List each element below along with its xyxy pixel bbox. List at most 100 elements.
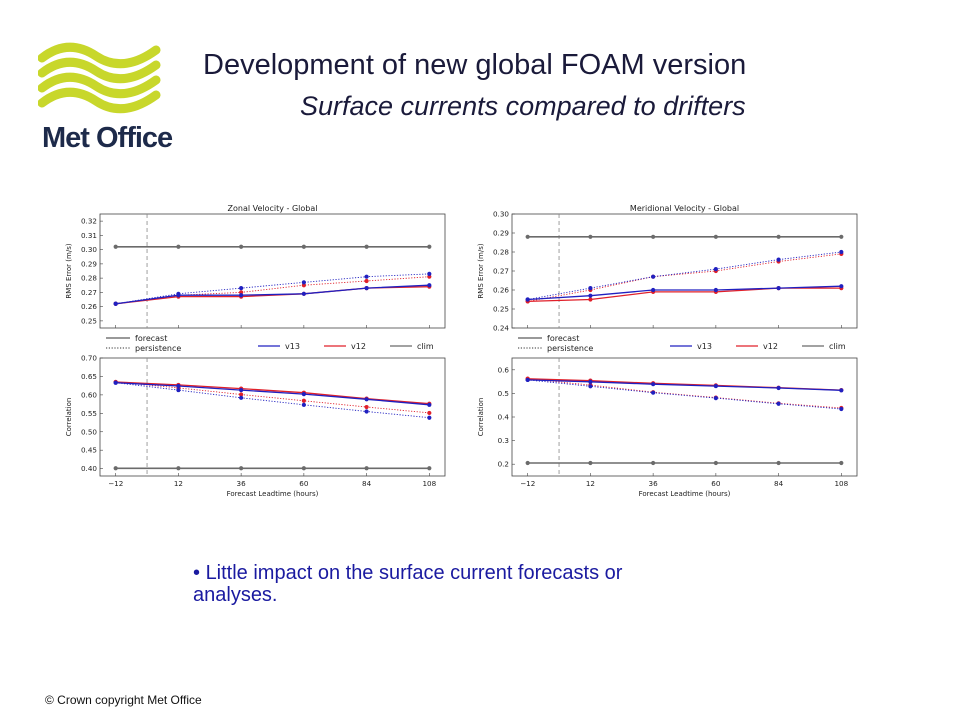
- corr-ytick-label: 0.65: [81, 372, 97, 381]
- corr-point-v12-persistence: [239, 392, 244, 397]
- corr-series-v13-persistence: [115, 382, 430, 419]
- x-axis-label: Forecast Leadtime (hours): [227, 490, 319, 498]
- rms-plot: 0.25 0.26 0.27 0.28 0.29 0.30 0.31 0.32 RMS Erro…: [65, 213, 446, 329]
- corr-point-v13-forecast: [776, 385, 781, 391]
- corr-point-clim-forecast: [776, 460, 781, 466]
- rms-point-v13-persistence: [301, 280, 306, 285]
- corr-point-clim-forecast: [364, 466, 369, 471]
- rms-point-v13-forecast: [713, 287, 718, 293]
- x-tick-label: 12: [586, 479, 595, 488]
- corr-point-v13-persistence: [525, 377, 530, 383]
- x-tick-label: 84: [774, 479, 784, 488]
- legend-label-v13: v13: [285, 342, 300, 351]
- corr-point-clim-forecast: [651, 460, 656, 466]
- rms-ytick-label: 0.30: [81, 245, 97, 254]
- rms-point-clim-forecast: [176, 244, 181, 249]
- corr-point-v13-forecast: [239, 387, 244, 393]
- corr-point-v12-persistence: [301, 398, 306, 403]
- rms-point-v13-persistence: [176, 291, 181, 296]
- corr-ytick-label: 0.3: [498, 436, 509, 445]
- legend-label-v12: v12: [351, 342, 366, 351]
- rms-point-v12-forecast: [588, 297, 593, 302]
- rms-point-clim-forecast: [651, 234, 656, 239]
- rms-point-clim-forecast: [839, 234, 844, 239]
- corr-point-clim-forecast: [239, 466, 244, 471]
- rms-series-v12-persistence: [115, 276, 430, 305]
- corr-ytick-label: 0.4: [498, 413, 510, 422]
- logo-wave-1: [38, 57, 161, 84]
- corr-point-v13-forecast: [176, 383, 181, 389]
- rms-ytick-label: 0.26: [493, 286, 509, 295]
- x-tick-label: −12: [520, 479, 535, 488]
- x-tick-label: 12: [174, 479, 183, 488]
- rms-ytick-label: 0.32: [81, 217, 97, 226]
- legend-label-forecast: forecast: [547, 334, 579, 343]
- x-tick-label: 60: [711, 479, 721, 488]
- x-tick-label: 108: [834, 479, 848, 488]
- corr-point-v13-persistence: [839, 406, 844, 412]
- corr-ytick-label: 0.40: [81, 464, 97, 473]
- legend-label-forecast: forecast: [135, 334, 167, 343]
- corr-point-clim-forecast: [176, 466, 181, 471]
- corr-point-v13-persistence: [651, 390, 656, 395]
- corr-point-v13-forecast: [651, 382, 656, 387]
- bullet-note: • Little impact on the surface current f…: [193, 562, 633, 606]
- x-tick-label: 84: [362, 479, 372, 488]
- corr-frame: [99, 357, 446, 477]
- rms-ytick-label: 0.29: [493, 229, 509, 238]
- rms-plot: 0.24 0.25 0.26 0.27 0.28 0.29 0.30 RMS Error (m…: [477, 210, 858, 333]
- chart-title: Meridional Velocity - Global: [630, 204, 739, 213]
- corr-point-clim-forecast: [839, 460, 844, 466]
- corr-ytick-label: 0.5: [498, 389, 509, 398]
- corr-series-v12-forecast: [115, 381, 430, 405]
- x-axis-label: Forecast Leadtime (hours): [639, 490, 731, 498]
- corr-point-v13-persistence: [776, 401, 781, 406]
- rms-point-v13-persistence: [588, 286, 593, 291]
- bullet-text: Little impact on the surface current for…: [193, 562, 623, 606]
- corr-point-clim-forecast: [588, 460, 593, 466]
- corr-series-v12-persistence: [115, 381, 430, 414]
- rms-ytick-label: 0.29: [81, 259, 97, 268]
- x-tick-label: 108: [422, 479, 436, 488]
- corr-point-v13-forecast: [588, 379, 593, 384]
- page-title: Development of new global FOAM version: [203, 49, 747, 81]
- rms-point-clim-forecast: [113, 244, 118, 249]
- rms-point-clim-forecast: [364, 244, 369, 249]
- rms-point-v13-forecast: [651, 287, 656, 293]
- corr-point-clim-forecast: [301, 466, 306, 471]
- corr-ytick-label: 0.55: [81, 409, 97, 418]
- chart-panel-0: Zonal Velocity - Global0.250.260.270.280…: [60, 200, 448, 500]
- rms-point-v13-persistence: [239, 286, 244, 291]
- legend-label-persistence: persistence: [547, 344, 593, 353]
- corr-point-clim-forecast: [713, 460, 718, 466]
- corr-point-v13-persistence: [176, 387, 181, 393]
- rms-point-clim-forecast: [525, 234, 530, 239]
- corr-ytick-label: 0.6: [498, 365, 510, 374]
- corr-point-clim-forecast: [427, 466, 432, 471]
- legend-series: v13 v12 clim: [258, 342, 434, 351]
- corr-plot: 0.2 0.3 0.4 0.5 0.6 Correlation: [477, 357, 858, 477]
- x-tick-label: 36: [649, 479, 659, 488]
- rms-point-clim-forecast: [301, 244, 306, 249]
- legend-series: v13 v12 clim: [670, 342, 846, 351]
- chart-title: Zonal Velocity - Global: [228, 204, 318, 213]
- corr-point-v12-persistence: [427, 410, 432, 416]
- rms-point-v13-forecast: [301, 291, 306, 296]
- rms-point-v13-forecast: [839, 284, 844, 289]
- legend-label-v13: v13: [697, 342, 712, 351]
- rms-ytick-label: 0.27: [493, 267, 509, 276]
- corr-ytick-label: 0.45: [81, 446, 97, 455]
- rms-point-clim-forecast: [776, 234, 781, 239]
- rms-point-v13-forecast: [239, 293, 244, 298]
- rms-point-clim-forecast: [427, 244, 432, 249]
- rms-ylabel: RMS Error (m/s): [65, 243, 73, 298]
- rms-point-v13-persistence: [113, 301, 118, 306]
- legend-label-v12: v12: [763, 342, 778, 351]
- corr-point-v13-persistence: [364, 409, 369, 414]
- rms-ytick-label: 0.26: [81, 302, 97, 311]
- corr-point-v13-persistence: [588, 384, 593, 389]
- logo-wave-2: [38, 72, 161, 99]
- corr-point-clim-forecast: [525, 460, 530, 466]
- page-subtitle: Surface currents compared to drifters: [300, 91, 746, 121]
